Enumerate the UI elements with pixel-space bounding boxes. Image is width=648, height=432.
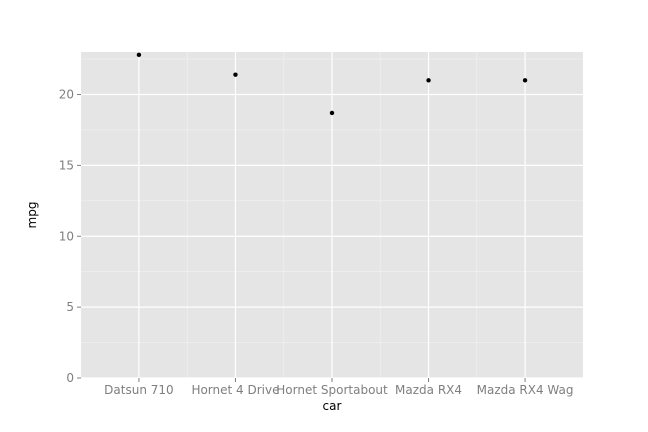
y-tick-label: 10 (59, 229, 74, 243)
x-tick-label: Mazda RX4 Wag (477, 383, 574, 397)
y-tick-label: 5 (66, 300, 74, 314)
x-tick-label: Mazda RX4 (395, 383, 462, 397)
x-tick-label: Hornet Sportabout (276, 383, 388, 397)
x-axis-title: car (323, 399, 342, 413)
data-point (329, 110, 335, 116)
data-point (233, 72, 238, 77)
x-tick-label: Hornet 4 Drive (191, 383, 279, 397)
data-point (522, 78, 528, 83)
data-point (136, 52, 142, 58)
data-point (426, 78, 431, 83)
data-points (136, 52, 528, 116)
y-tick-label: 0 (66, 371, 74, 385)
y-tick-label: 15 (59, 158, 74, 172)
y-axis: 0 5 10 15 20 (59, 88, 81, 385)
y-axis-title: mpg (25, 202, 39, 229)
y-tick-label: 20 (59, 88, 74, 102)
x-tick-label: Datsun 710 (104, 383, 173, 397)
